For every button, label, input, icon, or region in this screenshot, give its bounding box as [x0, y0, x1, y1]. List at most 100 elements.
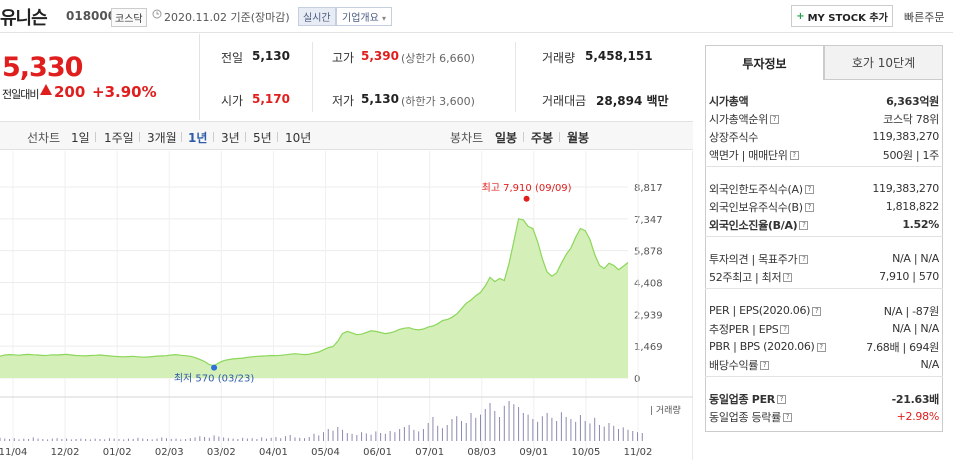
prev-close-value: 5,130	[252, 49, 290, 63]
high-value: 5,390	[361, 49, 399, 63]
amount-value: 28,894 백만	[596, 94, 669, 108]
divider	[515, 42, 516, 112]
info-label: 52주최고 | 최저	[709, 270, 782, 284]
help-icon[interactable]: ?	[804, 203, 814, 212]
x-tick-label: 07/01	[415, 447, 444, 458]
info-value: N/A | N/A	[892, 322, 939, 335]
x-tick-label: 11/02	[624, 447, 653, 458]
tab-investment-info[interactable]: 투자정보	[705, 45, 824, 80]
info-label: PBR | BPS (2020.06)	[709, 340, 815, 353]
y-tick-label: 2,939	[634, 310, 663, 321]
y-tick-label: 8,817	[634, 183, 663, 194]
upper-limit: (상한가 6,660)	[401, 52, 475, 65]
market-badge: 코스닥	[111, 8, 147, 27]
info-value: 1,818,822	[885, 200, 940, 213]
help-icon[interactable]: ?	[804, 185, 814, 194]
info-table-border	[705, 80, 943, 432]
divider	[95, 132, 96, 142]
range-1w[interactable]: 1주일	[104, 131, 134, 145]
info-row: 투자의견 | 목표주가? N/A | N/A	[709, 249, 939, 268]
y-tick-label: 1,469	[634, 342, 663, 353]
open-label: 시가	[221, 94, 244, 108]
info-value: 119,383,270	[872, 130, 939, 143]
divider	[705, 166, 943, 167]
range-1y[interactable]: 1년	[188, 131, 208, 145]
info-value: N/A	[920, 358, 939, 371]
info-value: 1.52%	[902, 218, 939, 231]
info-value: 코스닥 78위	[883, 112, 939, 126]
price-chart[interactable]: 8,817 7,347 5,878 4,408 2,939 1,469 0 11/04 12/0…	[0, 151, 694, 460]
info-value: 6,363억원	[886, 94, 939, 108]
up-triangle-icon	[40, 84, 52, 95]
plus-icon: +	[796, 10, 805, 22]
x-tick-label: 02/03	[155, 447, 184, 458]
candle-chart-label: 봉차트	[450, 131, 484, 145]
divider	[705, 288, 943, 289]
help-icon[interactable]: ?	[760, 361, 770, 370]
clock-icon	[152, 9, 162, 22]
divider	[213, 132, 214, 142]
x-tick-label: 09/01	[519, 447, 548, 458]
high-annotation: 최고 7,910 (09/09)	[482, 182, 572, 194]
info-label: 외국인한도주식수(A)	[709, 182, 803, 196]
prev-close-label: 전일	[221, 51, 244, 65]
info-label: 외국인소진율(B/A)	[709, 218, 798, 232]
range-5y[interactable]: 5년	[253, 131, 272, 145]
price-area	[0, 218, 628, 378]
help-icon[interactable]: ?	[780, 325, 790, 334]
company-overview-button[interactable]: 기업개요 ▾	[336, 7, 393, 26]
stock-header: 유니슨 018000 코스닥 2020.11.02 기준(장마감) 실시간 기업…	[0, 0, 953, 33]
info-value: N/A | -87원	[883, 304, 940, 318]
info-row: 외국인소진율(B/A)? 1.52%	[709, 215, 939, 234]
info-value: N/A | N/A	[892, 252, 939, 265]
help-icon[interactable]: ?	[799, 255, 809, 264]
help-icon[interactable]: ?	[769, 115, 779, 124]
info-label: 동일업종 PER	[709, 392, 775, 406]
x-tick-label: 10/05	[572, 447, 601, 458]
x-tick-label: 05/04	[311, 447, 340, 458]
range-1d[interactable]: 1일	[71, 131, 90, 145]
help-icon[interactable]: ?	[789, 151, 799, 160]
low-label: 저가	[332, 94, 355, 108]
help-icon[interactable]: ?	[776, 395, 786, 404]
amount-label: 거래대금	[542, 94, 587, 108]
chevron-down-icon: ▾	[382, 14, 387, 23]
divider	[312, 42, 313, 112]
candle-monthly[interactable]: 월봉	[567, 131, 590, 145]
info-label: 동일업종 등락률	[709, 410, 781, 424]
info-label: PER | EPS(2020.06)	[709, 304, 811, 317]
range-3m[interactable]: 3개월	[147, 131, 177, 145]
x-tick-label: 04/01	[259, 447, 288, 458]
help-icon[interactable]: ?	[816, 342, 826, 352]
info-row: 배당수익률? N/A	[709, 355, 939, 374]
price-line	[0, 218, 629, 367]
candle-weekly[interactable]: 주봉	[531, 131, 554, 145]
help-icon[interactable]: ?	[799, 221, 809, 230]
info-row: 액면가 | 매매단위? 500원 | 1주	[709, 145, 939, 164]
info-row: 상장주식수 119,383,270	[709, 127, 939, 146]
quick-order-link[interactable]: 빠른주문	[904, 11, 945, 24]
range-10y[interactable]: 10년	[285, 131, 312, 145]
lower-limit: (하한가 3,600)	[401, 95, 475, 108]
stock-code: 018000	[66, 9, 117, 23]
low-marker	[211, 364, 218, 371]
volume-label: 거래량	[542, 51, 576, 65]
candle-daily[interactable]: 일봉	[495, 131, 518, 145]
add-my-stock-button[interactable]: + MY STOCK 추가	[791, 5, 893, 27]
x-tick-label: 01/02	[103, 447, 132, 458]
divider	[245, 132, 246, 142]
help-icon[interactable]: ?	[783, 273, 793, 282]
change-percent: +3.90%	[92, 83, 157, 101]
help-icon[interactable]: ?	[812, 306, 822, 316]
divider	[559, 132, 560, 142]
change-value: 200	[54, 83, 86, 101]
info-label: 추정PER | EPS	[709, 322, 779, 336]
range-3y[interactable]: 3년	[221, 131, 240, 145]
x-tick-label: 06/01	[363, 447, 392, 458]
tab-orderbook-10[interactable]: 호가 10단계	[824, 45, 943, 80]
divider	[139, 132, 140, 142]
realtime-button[interactable]: 실시간	[298, 7, 336, 26]
info-row: 52주최고 | 최저? 7,910 | 570	[709, 267, 939, 286]
quote-date: 2020.11.02 기준(장마감)	[164, 11, 290, 24]
help-icon[interactable]: ?	[782, 413, 792, 422]
